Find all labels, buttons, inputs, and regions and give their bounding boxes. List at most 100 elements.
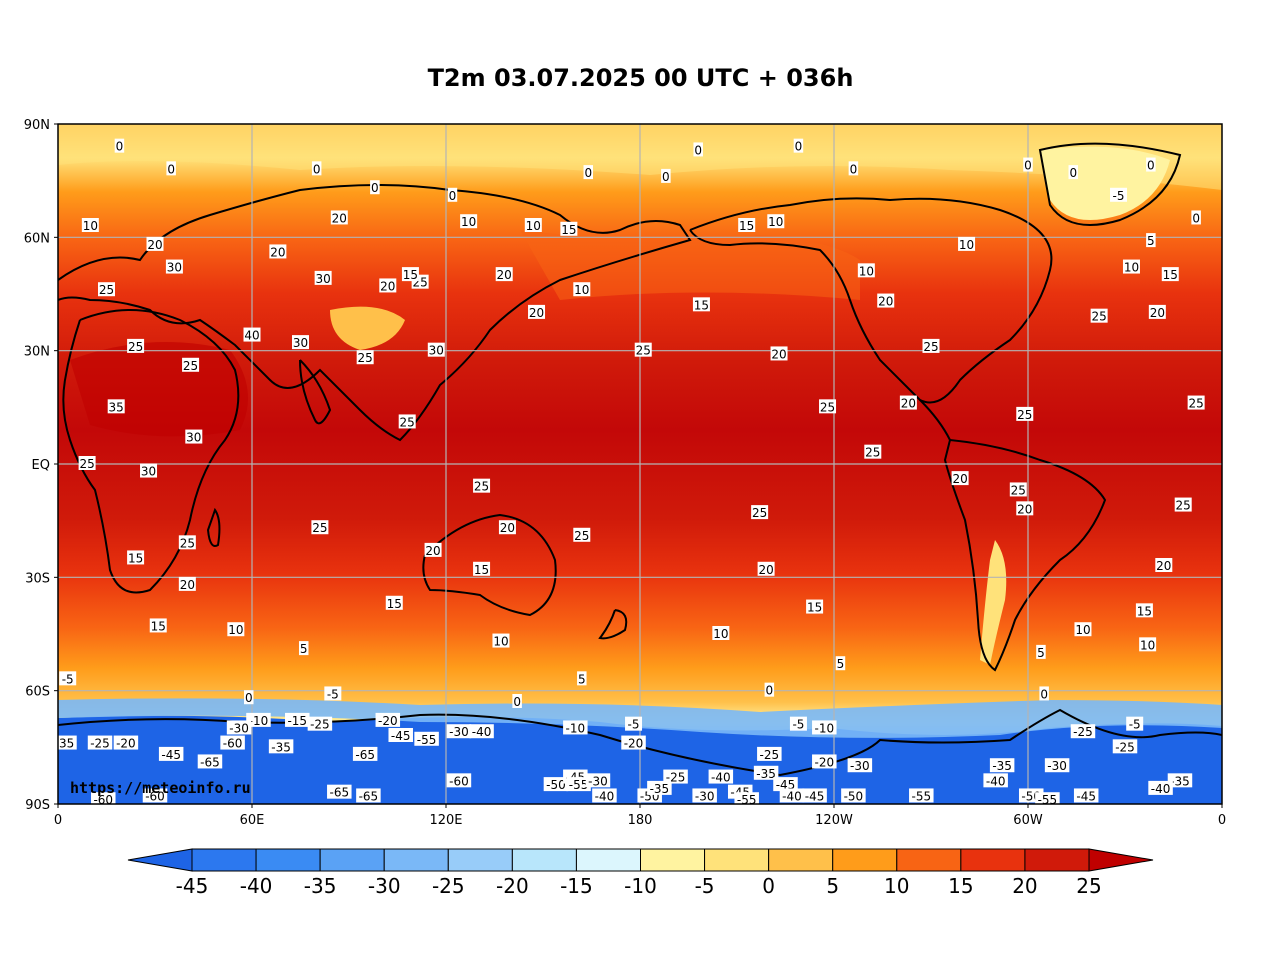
- contour-label-bg: [983, 773, 1008, 788]
- latitude-axis: 90N 60N 30N EQ 30S 60S 90S: [24, 118, 58, 813]
- contour-label-bg: [663, 769, 688, 784]
- lat-tick-label: 90N: [24, 118, 50, 133]
- contour-label: 15: [387, 597, 402, 611]
- colorbar-segment: [640, 848, 706, 872]
- colorbar-tick-label: 15: [948, 874, 973, 898]
- contour-label: 15: [128, 551, 143, 565]
- contour-label-bg: [1161, 267, 1179, 282]
- contour-label-bg: [1016, 406, 1034, 421]
- contour-label: -65: [359, 789, 379, 803]
- contour-label: 20: [180, 578, 195, 592]
- colorbar-tick-label: -15: [560, 874, 593, 898]
- contour-label: 0: [1192, 211, 1200, 225]
- contour-label: -35: [992, 759, 1012, 773]
- contour-label-bg: [738, 218, 756, 232]
- contour-label-bg: [226, 720, 252, 735]
- contour-label-bg: [268, 739, 294, 754]
- contour-label: 5: [578, 672, 586, 686]
- contour-label: -5: [1113, 189, 1125, 203]
- contour-label: -30: [695, 789, 715, 803]
- contour-label-bg: [158, 746, 184, 761]
- contour-label-bg: [1036, 644, 1046, 659]
- contour-label-bg: [864, 444, 882, 459]
- contour-label-bg: [243, 327, 261, 342]
- contour-label-bg: [330, 210, 348, 225]
- contour-label-bg: [753, 765, 779, 780]
- contour-label: 0: [795, 140, 803, 154]
- contour-label-bg: [528, 304, 546, 319]
- contour-label-bg: [165, 259, 183, 274]
- contour-label: 20: [497, 268, 512, 282]
- contour-label: 20: [270, 245, 285, 259]
- contour-label-bg: [1068, 165, 1079, 180]
- contour-label-bg: [693, 142, 703, 157]
- contour-label-bg: [806, 599, 824, 614]
- colorbar-segment: [704, 848, 770, 872]
- contour-label: 20: [1150, 306, 1165, 320]
- greenland-cool-region: [1040, 146, 1170, 220]
- contour-label-bg: [98, 282, 115, 297]
- contour-label-bg: [524, 218, 542, 232]
- contour-label: 0: [449, 189, 457, 203]
- contour-label: 10: [574, 283, 589, 297]
- contour-label: 0: [167, 162, 175, 176]
- contour-label-bg: [708, 769, 734, 784]
- colorbar-segment: [383, 848, 449, 872]
- contour-label: -5: [62, 672, 74, 686]
- contour-label: -30: [449, 725, 469, 739]
- contour-label-bg: [585, 773, 611, 788]
- contour-label-bg: [114, 138, 125, 153]
- contour-label: -40: [711, 771, 731, 785]
- contour-label: -25: [310, 718, 330, 732]
- contour-label-bg: [751, 505, 769, 520]
- coast-eurasia: [58, 184, 692, 442]
- contour-label: 0: [1147, 159, 1155, 173]
- contour-label: 15: [807, 601, 822, 615]
- contour-label: 25: [312, 521, 327, 535]
- contour-label-bg: [634, 342, 652, 357]
- contour-label-bg: [379, 278, 397, 293]
- contour-label-bg: [1167, 773, 1193, 788]
- contour-label-bg: [127, 550, 145, 565]
- sahara-hot-region: [70, 342, 248, 437]
- contour-label-bg: [1016, 501, 1034, 516]
- chart-title: T2m 03.07.2025 00 UTC + 036h: [427, 64, 854, 92]
- contour-label: 10: [526, 219, 541, 233]
- contour-label: 20: [878, 295, 893, 309]
- contour-label-bg: [583, 165, 594, 180]
- contour-label-bg: [446, 724, 472, 739]
- contour-label: -55: [569, 778, 589, 792]
- contour-label: 0: [766, 684, 774, 698]
- contour-label: -30: [1047, 759, 1067, 773]
- colorbar-segment: [191, 848, 257, 872]
- contour-label: 25: [474, 480, 489, 494]
- contour-label: -10: [814, 721, 834, 735]
- colorbar-segment: [319, 848, 385, 872]
- contour-label-bg: [398, 414, 416, 429]
- contour-label: 30: [167, 261, 182, 275]
- contour-label-bg: [1146, 157, 1156, 172]
- contour-label-bg: [922, 338, 940, 353]
- contour-label: 25: [180, 536, 195, 550]
- contour-label: 40: [244, 329, 259, 343]
- contour-label-bg: [473, 561, 491, 576]
- contour-label: -10: [566, 721, 586, 735]
- contour-label-bg: [1039, 686, 1049, 701]
- contour-label: 25: [1011, 483, 1026, 497]
- contour-label-bg: [1023, 157, 1033, 172]
- contour-label-bg: [789, 716, 807, 731]
- contour-label: 10: [959, 238, 974, 252]
- contour-label: 25: [128, 340, 143, 354]
- contour-label-bg: [877, 293, 895, 308]
- contour-label-bg: [1191, 210, 1201, 225]
- contour-label-bg: [1044, 758, 1070, 773]
- contour-label: 15: [151, 619, 166, 633]
- contour-label: -50: [844, 789, 864, 803]
- lat-tick-label: 30S: [25, 571, 50, 586]
- lat-tick-label: 90S: [25, 798, 50, 813]
- lat-tick-label: 60N: [24, 231, 50, 246]
- contour-label-bg: [989, 758, 1015, 773]
- colorbar-over-arrow: [1088, 848, 1154, 872]
- coast-central-america: [919, 399, 951, 441]
- contour-label-bg: [414, 731, 439, 746]
